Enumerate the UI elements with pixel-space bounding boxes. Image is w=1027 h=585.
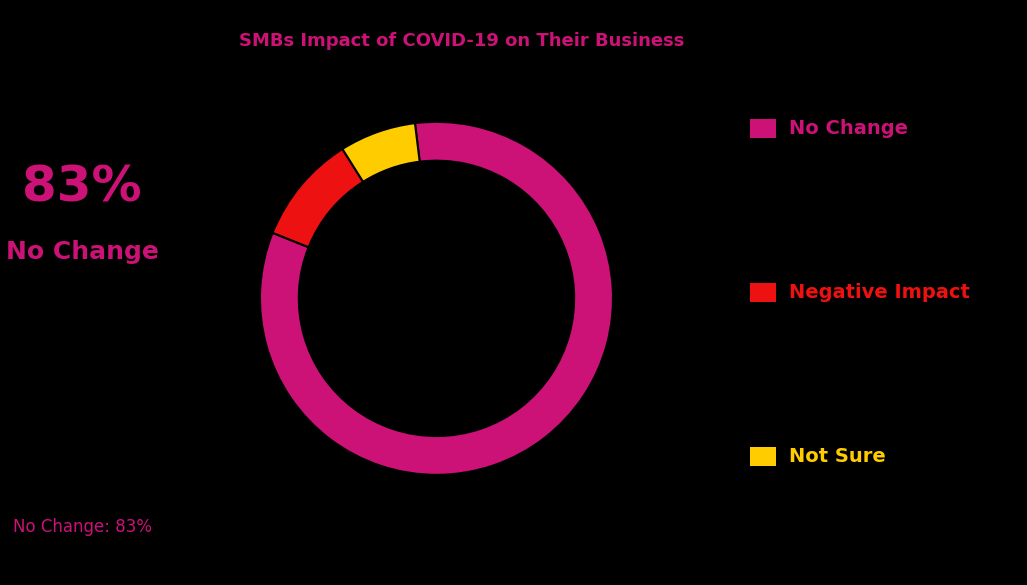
Wedge shape: [342, 123, 420, 182]
Text: No Change: No Change: [6, 239, 158, 264]
Text: No Change: 83%: No Change: 83%: [12, 518, 152, 535]
Wedge shape: [260, 122, 613, 475]
Text: Negative Impact: Negative Impact: [789, 283, 971, 302]
Text: SMBs Impact of COVID-19 on Their Business: SMBs Impact of COVID-19 on Their Busines…: [239, 32, 685, 50]
Wedge shape: [272, 149, 364, 247]
Text: No Change: No Change: [789, 119, 908, 138]
Text: 83%: 83%: [23, 163, 142, 211]
Text: Not Sure: Not Sure: [789, 447, 886, 466]
